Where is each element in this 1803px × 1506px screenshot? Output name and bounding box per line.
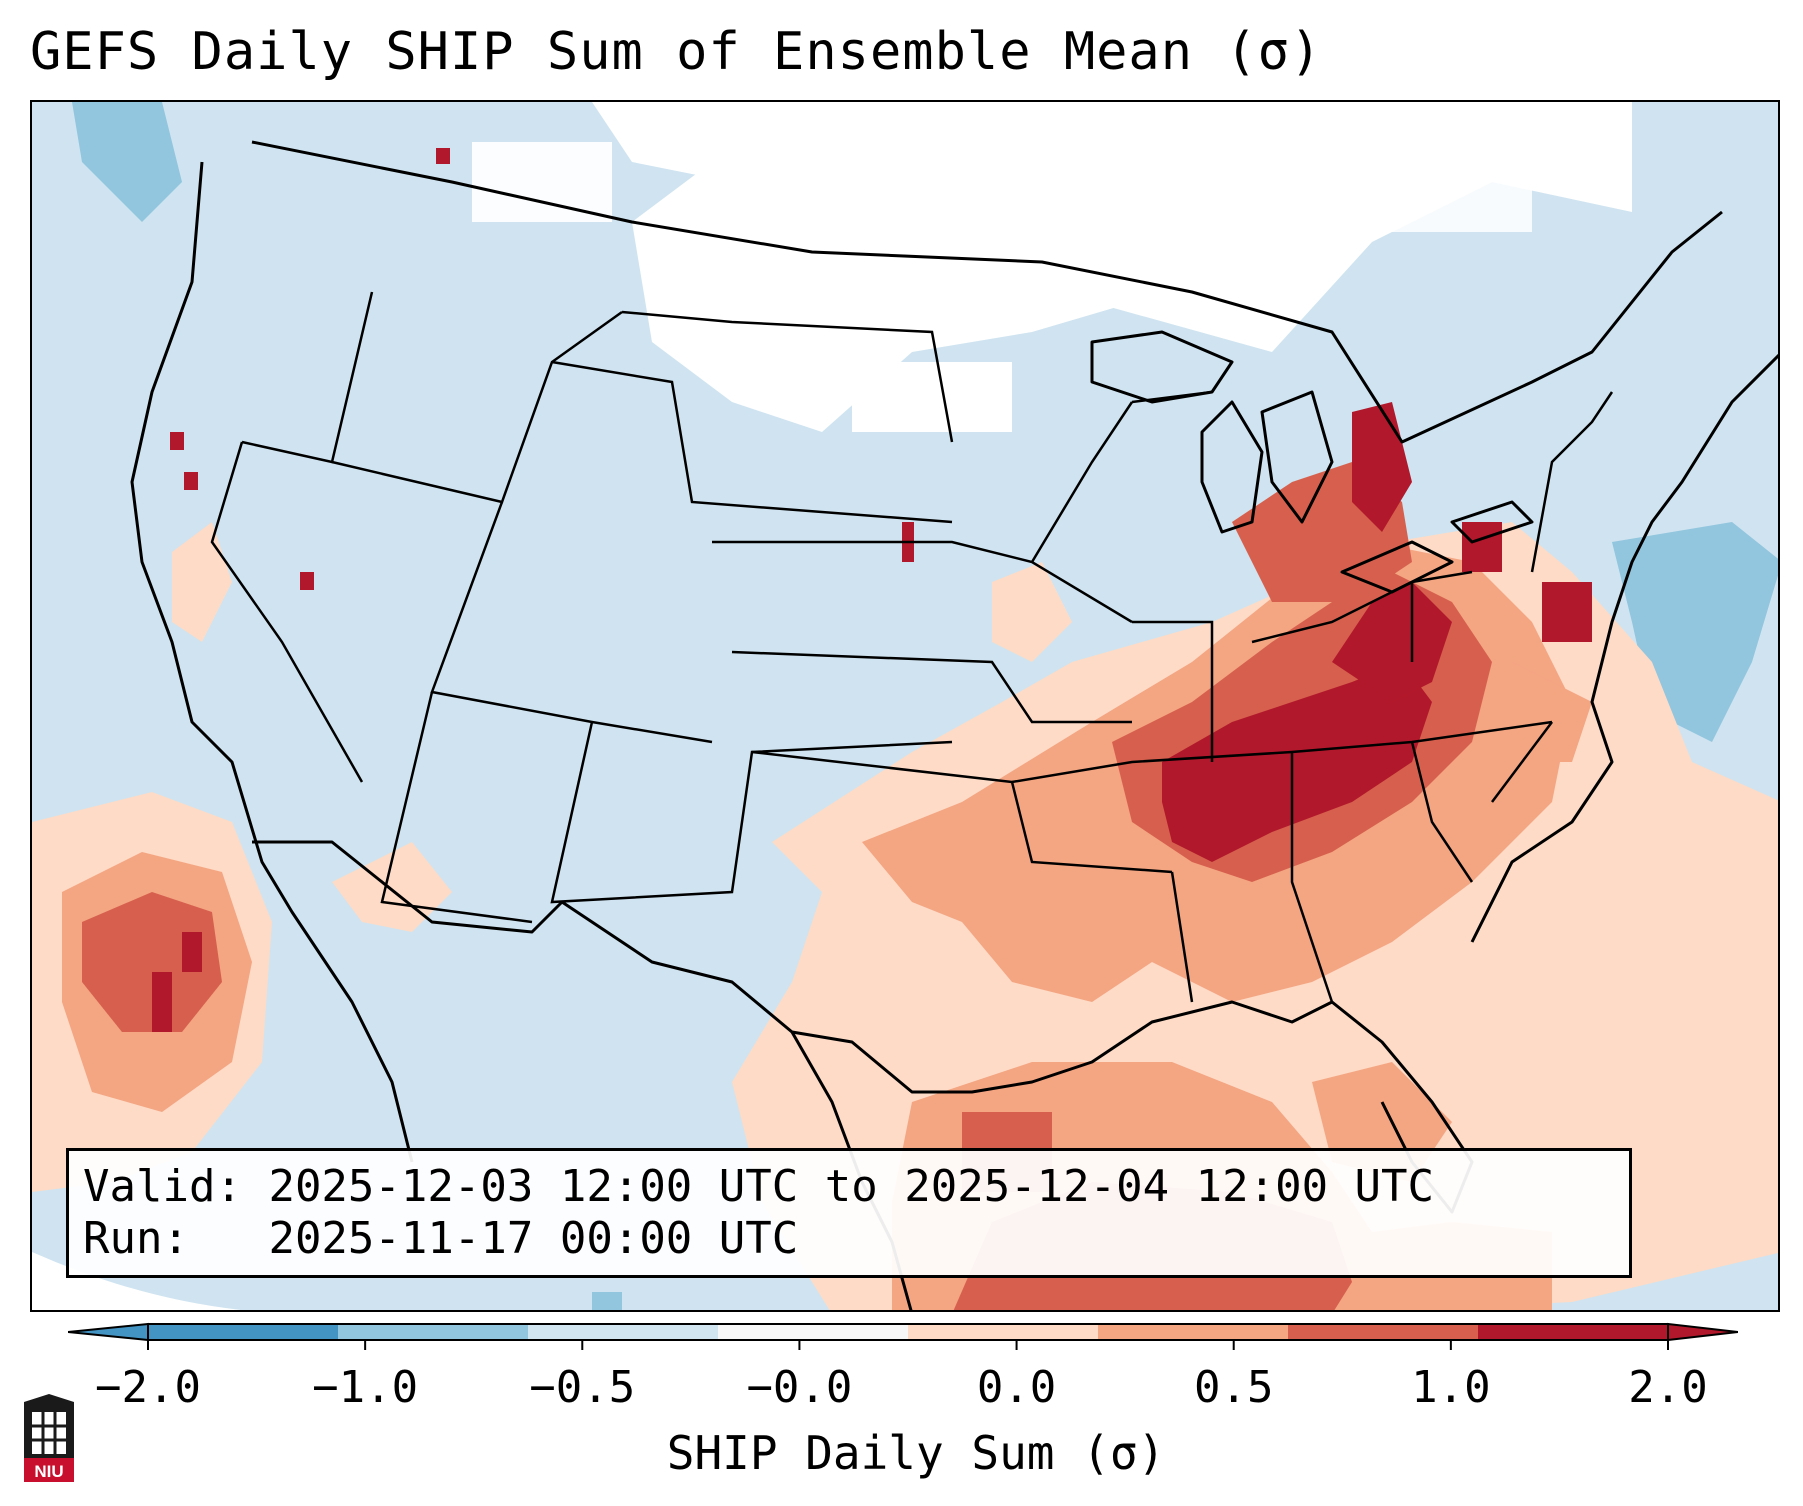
ship-anomaly-map	[32, 102, 1778, 1310]
colorbar-extend-min	[68, 1322, 149, 1342]
colorbar-extend-max	[1667, 1322, 1738, 1342]
logo-red-band	[24, 1458, 74, 1482]
colorbar	[68, 1322, 1738, 1350]
colorbar-outline	[147, 1323, 1669, 1341]
colorbar-segment	[338, 1324, 528, 1340]
colorbar-label: SHIP Daily Sum (σ)	[666, 1426, 1166, 1480]
colorbar-tick-label: −2.0	[95, 1362, 201, 1413]
colorbar-segment	[908, 1324, 1098, 1340]
colorbar-tick-label: 1.0	[1411, 1362, 1491, 1413]
colorbar-tick-label: −0.5	[529, 1362, 636, 1413]
valid-time-row: Valid: 2025-12-03 12:00 UTC to 2025-12-0…	[83, 1161, 1615, 1213]
niu-logo: NIU	[24, 1394, 74, 1482]
run-time-row: Run: 2025-11-17 00:00 UTC	[83, 1213, 1615, 1265]
colorbar-segment	[148, 1324, 338, 1340]
map-title: GEFS Daily SHIP Sum of Ensemble Mean (σ)	[30, 22, 1323, 82]
map-panel	[30, 100, 1780, 1312]
near-zero-region	[472, 102, 1632, 432]
valid-label: Valid:	[83, 1161, 242, 1212]
colorbar-tick-label: 2.0	[1628, 1362, 1708, 1413]
valid-time-range: 2025-12-03 12:00 UTC to 2025-12-04 12:00…	[268, 1161, 1435, 1212]
colorbar-tick-label: −1.0	[312, 1362, 419, 1413]
colorbar-segment	[718, 1324, 908, 1340]
logo-window-bars	[32, 1412, 66, 1454]
colorbar-tick-label: 0.5	[1193, 1362, 1274, 1413]
run-time: 2025-11-17 00:00 UTC	[268, 1213, 799, 1264]
colorbar-tick-label: −0.0	[746, 1362, 853, 1413]
colorbar-segment	[1478, 1324, 1668, 1340]
logo-window	[32, 1412, 66, 1454]
projection-edge	[32, 1252, 242, 1310]
valid-run-info-box: Valid: 2025-12-03 12:00 UTC to 2025-12-0…	[66, 1148, 1632, 1278]
max-positive-anomaly	[152, 148, 1592, 1032]
colorbar-segment	[528, 1324, 718, 1340]
logo-text: NIU	[34, 1462, 63, 1481]
colorbar-segment	[1288, 1324, 1478, 1340]
colorbar-tick-label: 0.0	[976, 1362, 1057, 1413]
run-label: Run:	[83, 1213, 189, 1264]
colorbar-segment	[1098, 1324, 1288, 1340]
state-lines	[210, 291, 1614, 1003]
